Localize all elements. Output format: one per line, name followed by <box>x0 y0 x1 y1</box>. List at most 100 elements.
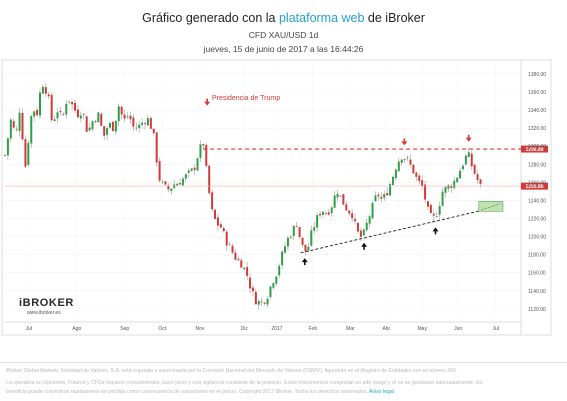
candle-up <box>438 206 441 215</box>
candle-up <box>117 106 120 122</box>
candle-down <box>426 201 429 207</box>
candle-up <box>266 298 269 305</box>
candle-down <box>71 101 74 105</box>
candle-up <box>272 283 275 288</box>
candle-down <box>345 204 348 211</box>
down-arrow-icon <box>465 137 472 142</box>
legal-notice-link[interactable]: Aviso legal <box>368 389 394 395</box>
logo-url: www.ibroker.es <box>27 310 61 316</box>
candle-up <box>313 227 316 231</box>
candle-down <box>50 94 53 121</box>
y-tick-label: 1120.00 <box>528 307 546 313</box>
candle-down <box>319 213 322 216</box>
candle-up <box>456 177 459 183</box>
candle-up <box>307 246 310 251</box>
candle-up <box>91 121 94 130</box>
candle-up <box>400 159 403 163</box>
candle-down <box>254 291 257 305</box>
candle-up <box>374 195 377 202</box>
down-arrow-icon <box>467 134 470 139</box>
x-tick-label: Sep <box>120 326 129 332</box>
y-tick-label: 1240.00 <box>528 198 546 204</box>
candle-down <box>179 183 182 185</box>
candle-up <box>333 195 336 208</box>
candle-up <box>336 193 339 198</box>
instrument-subtitle: CFD XAU/USD 1d <box>248 30 319 40</box>
candle-up <box>181 178 184 186</box>
y-tick-label: 1180.00 <box>528 253 546 259</box>
candle-down <box>424 184 427 200</box>
candle-up <box>310 230 313 246</box>
candle-up <box>79 115 82 119</box>
candle-up <box>284 246 287 253</box>
candle-up <box>391 176 394 185</box>
candle-down <box>231 245 234 253</box>
candle-down <box>342 194 345 205</box>
candle-down <box>36 109 39 116</box>
candle-down <box>193 167 196 170</box>
candle-down <box>208 165 211 194</box>
candle-down <box>251 287 254 292</box>
candle-down <box>348 210 351 214</box>
candle-down <box>412 164 415 174</box>
candle-down <box>222 228 225 232</box>
candle-up <box>53 119 56 122</box>
candle-up <box>330 207 333 213</box>
axes: 1380.00 1360.00 1340.00 1320.00 1300.00 1280.… <box>26 72 547 332</box>
candle-up <box>383 194 386 198</box>
candle-down <box>100 113 103 126</box>
overlays: 1296.89 1255.86 <box>5 98 548 266</box>
resistance-label: 1296.89 <box>525 147 543 153</box>
down-arrow-icon <box>204 101 211 106</box>
candle-up <box>109 123 112 128</box>
y-tick-label: 1340.00 <box>528 108 546 114</box>
candle-up <box>30 115 33 144</box>
candle-down <box>129 115 132 120</box>
candle-down <box>123 114 126 119</box>
x-tick-label: May <box>418 326 428 332</box>
y-tick-label: 1160.00 <box>528 271 546 277</box>
candle-up <box>403 159 406 160</box>
candle-up <box>126 116 129 118</box>
candle-down <box>301 237 304 245</box>
up-arrow-icon <box>361 242 368 247</box>
x-tick-label: Jul <box>26 326 32 332</box>
candle-up <box>138 124 141 129</box>
candle-up <box>257 300 260 305</box>
y-tick-label: 1280.00 <box>528 162 546 168</box>
footer-risk-text: La operativa en Opciones, Futuros y CFDs… <box>6 380 483 386</box>
candle-down <box>304 244 307 252</box>
candle-down <box>202 144 205 146</box>
footer-copyright-text: beneficio puede convertirse rápidamente … <box>6 389 368 395</box>
x-tick-label: Jul <box>493 326 499 332</box>
candle-up <box>389 184 392 196</box>
target-box-trend <box>481 203 501 211</box>
candle-up <box>68 101 71 103</box>
candle-up <box>97 112 100 123</box>
candle-up <box>9 119 12 139</box>
title-platform-link[interactable]: plataforma web <box>278 11 365 25</box>
current-price-label: 1255.86 <box>525 184 543 190</box>
candle-down <box>144 123 147 125</box>
candle-down <box>429 204 432 213</box>
x-tick-label: 2017 <box>271 326 282 332</box>
candle-down <box>111 121 114 131</box>
grid <box>5 64 521 317</box>
candle-up <box>135 127 138 129</box>
candle-up <box>278 265 281 276</box>
candle-up <box>453 180 456 188</box>
x-tick-label: Feb <box>308 326 317 332</box>
chart-frame <box>1 59 552 336</box>
candle-up <box>106 128 109 135</box>
candle-down <box>415 172 418 177</box>
candle-down <box>149 118 152 129</box>
candle-up <box>362 229 365 236</box>
candle-up <box>6 138 9 156</box>
price-chart: 1296.89 1255.86 1380.00 1360.00 1340.00 1320… <box>1 59 552 336</box>
up-arrow-icon <box>432 227 439 232</box>
candle-up <box>27 142 30 165</box>
candle-up <box>461 165 464 170</box>
candle-up <box>141 122 144 125</box>
candle-down <box>450 185 453 188</box>
candle-down <box>205 144 208 166</box>
